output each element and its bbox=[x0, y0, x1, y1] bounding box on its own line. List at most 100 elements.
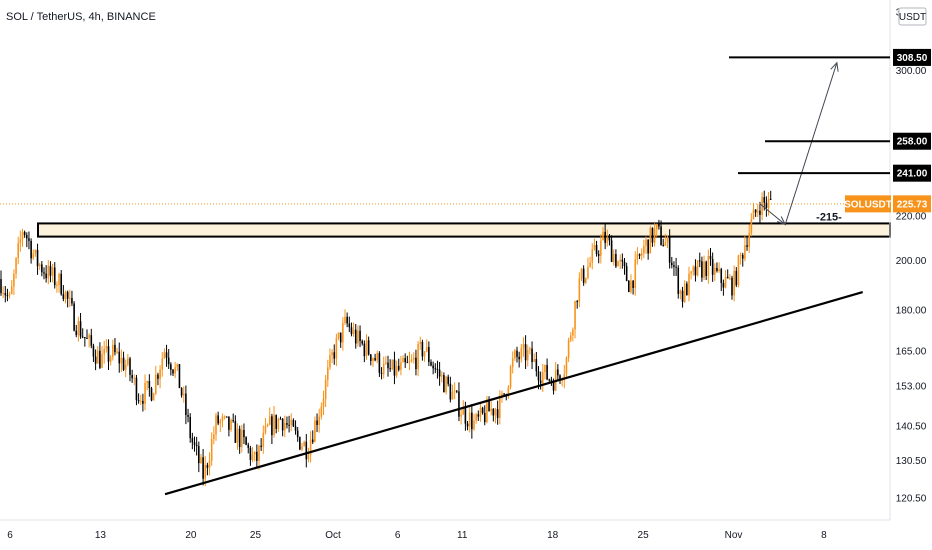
candle-body bbox=[56, 284, 58, 286]
candle-body bbox=[460, 414, 462, 417]
candle-body bbox=[271, 416, 273, 436]
candle-body bbox=[503, 393, 505, 395]
candle-body bbox=[284, 423, 286, 431]
candle-body bbox=[471, 412, 473, 430]
candle-body bbox=[518, 356, 520, 360]
candle-body bbox=[486, 400, 488, 423]
x-tick-label: 8 bbox=[821, 530, 827, 541]
candle-body bbox=[127, 358, 129, 365]
x-tick-label: 25 bbox=[250, 530, 262, 541]
candle-body bbox=[705, 261, 707, 276]
candle-body bbox=[245, 437, 247, 445]
candle-body bbox=[79, 321, 82, 337]
candle-body bbox=[2, 293, 4, 295]
candle-body bbox=[367, 340, 370, 355]
candle-body bbox=[243, 430, 245, 438]
candle-body bbox=[6, 295, 9, 297]
candle-body bbox=[664, 242, 667, 246]
currency-button[interactable]: USDT bbox=[898, 7, 927, 26]
candle-body bbox=[608, 237, 611, 241]
candle-body bbox=[752, 209, 755, 220]
candle-body bbox=[617, 261, 619, 267]
candle-body bbox=[15, 258, 17, 274]
candle-body bbox=[604, 231, 606, 243]
candle-body bbox=[757, 210, 759, 213]
candle-body bbox=[327, 367, 329, 380]
candle-body bbox=[759, 210, 761, 215]
candle-body bbox=[415, 357, 417, 370]
candle-body bbox=[559, 375, 561, 381]
candle-body bbox=[425, 347, 428, 352]
candle-body bbox=[372, 358, 374, 361]
candle-body bbox=[13, 273, 15, 287]
candle-body bbox=[155, 374, 157, 394]
candle-body bbox=[114, 344, 116, 353]
candle-body bbox=[238, 428, 241, 448]
candle-body bbox=[320, 406, 323, 417]
candle-body bbox=[479, 407, 482, 417]
candle-body bbox=[567, 340, 570, 358]
candle-body bbox=[578, 278, 581, 302]
candle-body bbox=[385, 362, 387, 364]
candle-body bbox=[750, 219, 753, 234]
candle-body bbox=[266, 424, 269, 427]
candle-body bbox=[221, 416, 224, 421]
candle-body bbox=[765, 202, 768, 208]
x-tick-label: 6 bbox=[395, 530, 401, 541]
candle-body bbox=[324, 379, 327, 399]
candle-body bbox=[277, 418, 280, 429]
candle-body bbox=[288, 424, 290, 426]
candle-body bbox=[531, 348, 533, 363]
candle-body bbox=[64, 291, 67, 300]
y-tick-label: 165.00 bbox=[896, 346, 927, 357]
candle-body bbox=[615, 253, 617, 267]
target-level-label: 308.50 bbox=[897, 53, 928, 64]
candle-body bbox=[213, 434, 215, 439]
candle-body bbox=[305, 441, 308, 460]
candle-body bbox=[223, 416, 226, 418]
candle-body bbox=[638, 254, 641, 256]
candle-body bbox=[673, 265, 675, 267]
candle-body bbox=[511, 358, 514, 368]
candle-body bbox=[632, 280, 634, 289]
candle-body bbox=[99, 350, 101, 368]
candle-body bbox=[735, 270, 738, 286]
candle-body bbox=[726, 276, 729, 279]
candle-body bbox=[552, 382, 555, 391]
candle-body bbox=[711, 258, 714, 275]
candle-body bbox=[172, 369, 174, 374]
candle-body bbox=[81, 336, 84, 338]
candle-body bbox=[322, 398, 325, 407]
candle-body bbox=[26, 235, 28, 239]
support-trendline[interactable] bbox=[164, 291, 864, 496]
candle-body bbox=[339, 332, 342, 343]
candle-body bbox=[109, 357, 112, 362]
candle-body bbox=[430, 362, 432, 366]
candle-body bbox=[731, 277, 733, 296]
candle-body bbox=[146, 380, 148, 383]
candle-body bbox=[645, 239, 647, 246]
candle-body bbox=[376, 353, 379, 361]
candle-body bbox=[492, 408, 495, 416]
candle-body bbox=[417, 343, 419, 370]
candle-body bbox=[292, 419, 295, 427]
candle-body bbox=[557, 369, 559, 376]
current-price-symbol-box bbox=[845, 195, 891, 213]
candle-body bbox=[354, 329, 357, 344]
x-tick-label: Oct bbox=[325, 530, 341, 541]
candle-body bbox=[537, 371, 540, 381]
candle-body bbox=[593, 245, 596, 250]
candle-body bbox=[195, 444, 198, 447]
projection-arrow-head bbox=[830, 61, 839, 72]
target-level-label: 241.00 bbox=[897, 169, 928, 180]
candle-body bbox=[178, 364, 181, 389]
chart-title: SOL / TetherUS, 4h, BINANCE bbox=[6, 11, 156, 23]
candle-body bbox=[701, 261, 703, 278]
candle-body bbox=[105, 346, 108, 349]
candle-body bbox=[649, 227, 652, 254]
candle-body bbox=[428, 347, 430, 363]
candle-body bbox=[597, 254, 600, 256]
candle-body bbox=[458, 391, 460, 417]
